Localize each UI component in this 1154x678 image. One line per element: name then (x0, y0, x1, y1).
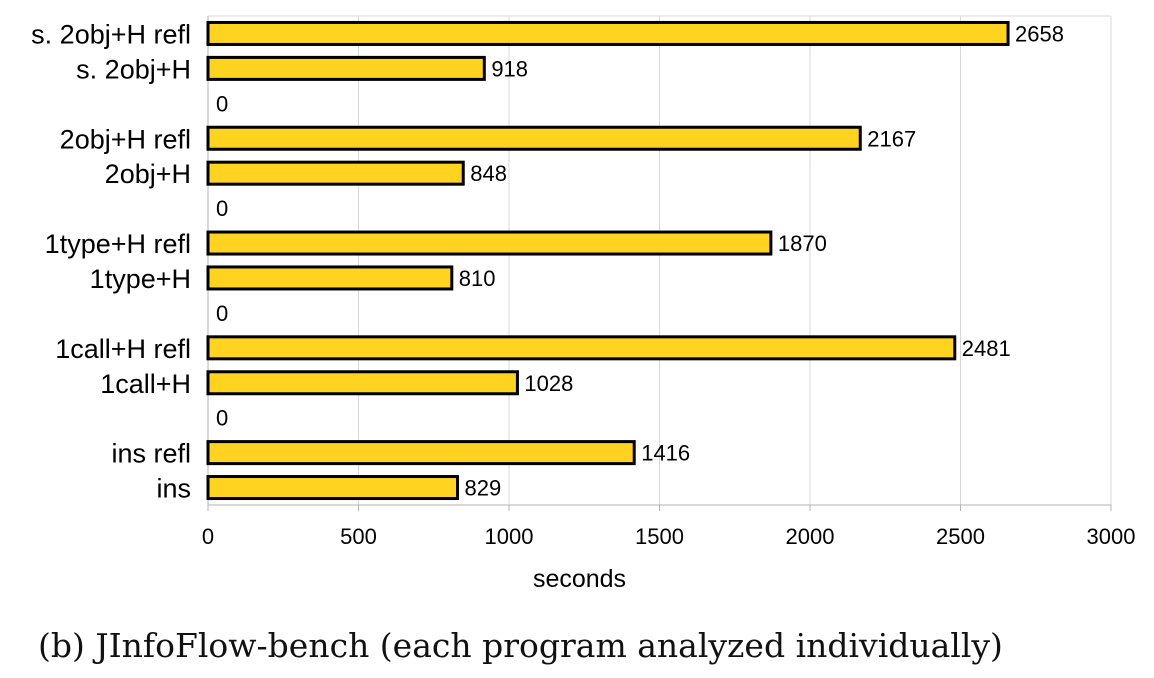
category-label: 1call+H (100, 369, 191, 399)
category-label: 2obj+H (105, 159, 191, 189)
data-label: 810 (459, 266, 496, 291)
category-label: s. 2obj+H refl (31, 19, 191, 49)
data-label: 1028 (524, 371, 573, 396)
category-label: 2obj+H refl (60, 124, 191, 154)
data-label: 829 (465, 476, 502, 501)
x-tick-label: 2000 (786, 524, 835, 549)
x-tick-label: 500 (340, 524, 377, 549)
data-label: 0 (216, 406, 228, 431)
x-tick-label: 1000 (485, 524, 534, 549)
x-tick-label: 1500 (635, 524, 684, 549)
x-tick-label: 3000 (1087, 524, 1136, 549)
bar (206, 440, 636, 466)
x-tick-label: 2500 (936, 524, 985, 549)
bar (206, 125, 862, 151)
data-label: 0 (216, 91, 228, 116)
bar (206, 475, 460, 501)
data-label: 0 (216, 301, 228, 326)
grid-lines (207, 15, 1112, 511)
bar-chart: s. 2obj+H refl s. 2obj+H 2obj+H refl 2obj+H… (31, 15, 1136, 593)
category-labels: s. 2obj+H refl s. 2obj+H 2obj+H refl 2obj+H… (31, 19, 191, 503)
x-tick-label: 0 (202, 524, 214, 549)
category-label: 1call+H refl (55, 334, 191, 364)
bar (206, 230, 773, 256)
data-label: 848 (470, 161, 507, 186)
data-label: 2658 (1015, 21, 1064, 46)
data-label: 2481 (962, 336, 1011, 361)
category-label: 1type+H refl (45, 229, 191, 259)
bar (206, 160, 465, 186)
x-axis-label: seconds (533, 565, 626, 593)
figure-caption: (b) JInfoFlow-bench (each program analyz… (38, 626, 1003, 665)
data-label: 0 (216, 196, 228, 221)
data-label: 1416 (641, 441, 690, 466)
bars (206, 20, 1010, 501)
bar (206, 20, 1010, 46)
bar (206, 335, 957, 361)
bar (206, 55, 486, 81)
data-label: 918 (491, 56, 528, 81)
category-label: ins (156, 474, 191, 504)
bar (206, 265, 454, 291)
data-label: 1870 (778, 231, 827, 256)
category-label: ins refl (111, 439, 191, 469)
category-label: 1type+H (90, 264, 191, 294)
category-label: s. 2obj+H (76, 54, 191, 84)
data-label: 2167 (867, 126, 916, 151)
x-tick-labels: 0 500 1000 1500 2000 2500 3000 (202, 524, 1136, 549)
data-labels: 2658 918 0 2167 848 0 1870 810 0 2481 1028 0 1416 829 (216, 21, 1064, 500)
bar (206, 370, 519, 396)
